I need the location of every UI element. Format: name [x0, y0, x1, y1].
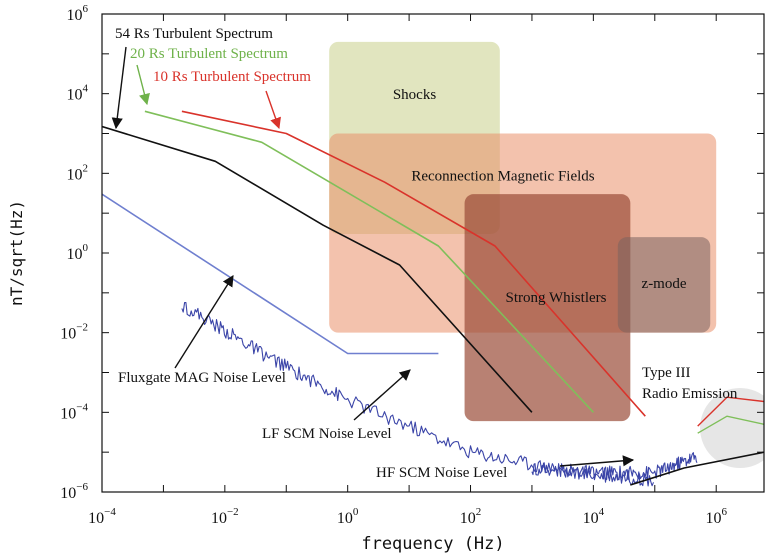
y-axis-label: nT/sqrt(Hz): [7, 200, 26, 306]
region-label-shocks: Shocks: [393, 87, 437, 103]
y-axis-ticks: 10−6 10−4 10−2 100 102 104 106: [60, 3, 764, 502]
series-layer: [102, 110, 764, 487]
y-tick-label: 10−4: [60, 401, 88, 422]
series-54-rs-turbulent-spectrum: [102, 125, 533, 413]
annotation-54rs: 54 Rs Turbulent Spectrum: [115, 26, 273, 42]
region-label-reconnection-magnetic-fields: Reconnection Magnetic Fields: [411, 169, 594, 185]
series-radio-emission-stub: [697, 396, 764, 427]
series-radio-emission-stub: [697, 415, 764, 434]
annotation-type-iii: Type III: [642, 365, 691, 381]
region-label-layer: Shocks Reconnection Magnetic Fields Strong…: [393, 87, 687, 306]
arrow-10rs: [265, 90, 281, 130]
region-label-strong-whistlers: Strong Whistlers: [506, 290, 607, 306]
y-tick-label: 104: [67, 83, 89, 104]
annotation-layer: 54 Rs Turbulent Spectrum 20 Rs Turbulent…: [115, 26, 738, 481]
arrow-lf-scm: [353, 369, 411, 421]
annotation-hf-scm: HF SCM Noise Level: [376, 465, 507, 481]
series-20-rs-turbulent-spectrum: [144, 110, 594, 413]
arrow-fluxgate: [174, 275, 234, 369]
region-strong-whistlers: [464, 194, 631, 422]
region-label-z-mode: z-mode: [642, 276, 687, 292]
y-tick-label: 100: [67, 242, 89, 263]
x-axis-ticks: 10−4 10−2 100 102 104 106: [88, 14, 727, 527]
y-tick-label: 102: [67, 162, 89, 183]
arrow-hf-scm: [559, 455, 635, 467]
y-tick-label: 106: [67, 3, 89, 24]
annotation-fluxgate: Fluxgate MAG Noise Level: [118, 370, 286, 386]
x-tick-label: 10−4: [88, 506, 116, 527]
x-tick-label: 10−2: [211, 506, 239, 527]
x-tick-label: 102: [460, 506, 482, 527]
x-tick-label: 106: [705, 506, 727, 527]
series-10-rs-turbulent-spectrum: [181, 110, 646, 417]
annotation-20rs: 20 Rs Turbulent Spectrum: [130, 46, 288, 62]
series-type-iii-radio-emission: [630, 451, 764, 486]
x-tick-label: 104: [583, 506, 605, 527]
series-fluxgate-mag-noise-level: [102, 193, 439, 355]
y-tick-label: 10−2: [60, 322, 88, 343]
annotation-lf-scm: LF SCM Noise Level: [262, 426, 392, 442]
region-z-mode: [617, 237, 711, 333]
arrow-20rs: [136, 64, 150, 106]
arrow-54rs: [111, 46, 127, 130]
y-tick-label: 10−6: [60, 481, 88, 502]
annotation-10rs: 10 Rs Turbulent Spectrum: [153, 69, 311, 85]
x-tick-label: 100: [337, 506, 359, 527]
annotation-radio-emission: Radio Emission: [642, 386, 738, 402]
region-layer: [329, 41, 717, 422]
x-axis-label: frequency (Hz): [361, 534, 504, 554]
arrow-layer: [111, 46, 635, 467]
series-hf-scm-noise-level: [531, 452, 698, 481]
